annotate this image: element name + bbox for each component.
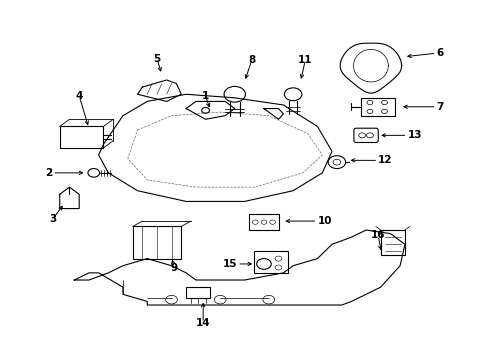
Text: 13: 13 xyxy=(407,130,421,140)
Text: 15: 15 xyxy=(222,259,237,269)
Text: 14: 14 xyxy=(196,318,210,328)
Text: 8: 8 xyxy=(248,55,255,65)
Text: 16: 16 xyxy=(370,230,385,240)
Text: 4: 4 xyxy=(75,91,82,101)
Text: 6: 6 xyxy=(436,48,443,58)
Text: 11: 11 xyxy=(297,55,312,65)
Text: 12: 12 xyxy=(377,156,392,165)
Text: 1: 1 xyxy=(202,91,209,101)
Text: 2: 2 xyxy=(45,168,52,178)
Text: 7: 7 xyxy=(436,102,443,112)
Text: 9: 9 xyxy=(170,262,177,273)
Text: 10: 10 xyxy=(317,216,331,226)
Text: 3: 3 xyxy=(49,214,56,224)
Text: 5: 5 xyxy=(153,54,160,64)
